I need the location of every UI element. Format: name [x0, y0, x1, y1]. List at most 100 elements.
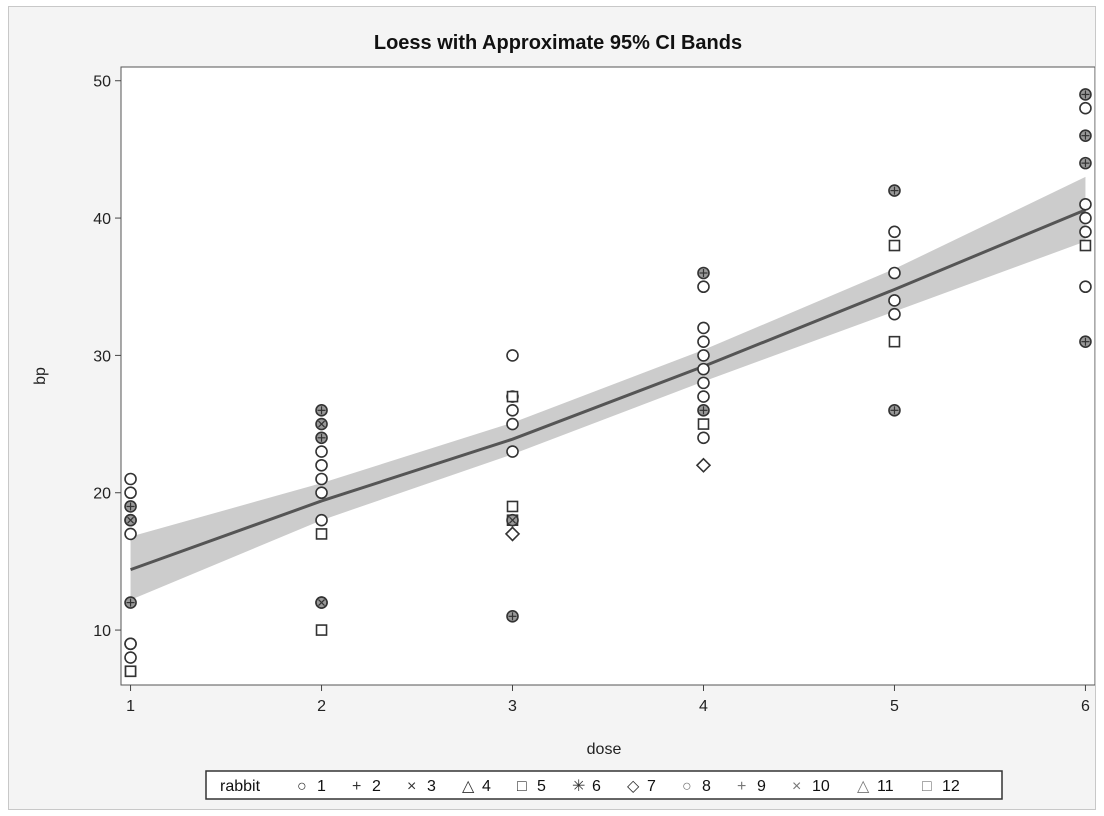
y-tick-label: 40: [93, 211, 111, 228]
data-point: [315, 528, 328, 540]
data-point: [697, 431, 710, 445]
loess-line-layer: [130, 208, 1087, 572]
legend-box: [205, 770, 1003, 800]
data-point: [1079, 225, 1092, 239]
legend-label: 10: [812, 778, 830, 795]
data-point: [124, 651, 137, 664]
data-point: [315, 445, 328, 458]
legend-entry: × 10: [792, 778, 830, 795]
legend-glyph: ×: [407, 778, 416, 795]
legend-label: 4: [482, 778, 491, 795]
legend-label: 6: [592, 778, 601, 795]
data-point: [124, 596, 137, 609]
legend-entry: +9: [737, 778, 766, 795]
data-point: [697, 349, 710, 362]
data-point: [506, 500, 519, 513]
data-point: [1079, 335, 1092, 348]
data-point: [506, 390, 519, 403]
data-point: [697, 280, 710, 294]
data-point: [315, 431, 328, 445]
data-point: [695, 457, 712, 473]
data-point: [315, 486, 328, 500]
data-point: [1079, 156, 1092, 170]
data-point: [888, 239, 901, 252]
legend-label: 2: [372, 778, 381, 795]
y-axis: 10 20 30 40 50: [93, 74, 121, 640]
legend-entry: ○ 8: [682, 778, 711, 795]
data-point: [504, 526, 521, 542]
data-point: [697, 418, 710, 430]
legend-entry: □ 5: [517, 778, 546, 795]
data-point: [888, 184, 901, 197]
legend-entry: △ 11: [857, 778, 894, 795]
legend-label: 9: [757, 778, 766, 795]
data-point: [888, 294, 901, 307]
data-point: [315, 458, 328, 472]
legend-label: 5: [537, 778, 546, 795]
x-tick-label: 3: [508, 698, 517, 715]
legend-label: 11: [877, 778, 894, 795]
legend-entry: +2: [352, 778, 381, 795]
y-tick-label: 30: [93, 348, 111, 365]
x-axis: 1 2 3 4 5 6: [126, 685, 1090, 715]
y-axis-label: bp: [32, 367, 49, 385]
legend-label: 1: [317, 778, 326, 795]
y-tick-label: 50: [93, 74, 111, 91]
legend-glyph: □: [517, 778, 527, 795]
chart-frame: Loess with Approximate 95% CI Bands 10 20…: [8, 6, 1096, 810]
data-point: [1079, 198, 1092, 211]
data-point: [315, 624, 328, 636]
loess-line: [130, 208, 1087, 572]
y-tick-label: 20: [93, 486, 111, 503]
legend-entries: ○ 1 +2 × 3 △ 4 □ 5 ✳ 6 ◇ 7 ○ 8 +9 × 10 △ 11 □ 12: [297, 778, 960, 795]
data-point: [315, 513, 328, 527]
x-tick-label: 4: [699, 698, 708, 715]
scatter-points-layer: [124, 88, 1092, 678]
y-tick-label: 10: [93, 623, 111, 640]
plot-area: [120, 66, 1096, 686]
x-tick-label: 6: [1081, 698, 1090, 715]
data-point: [1079, 239, 1092, 252]
data-point: [888, 225, 901, 239]
data-point: [124, 500, 137, 513]
data-point: [1079, 211, 1092, 225]
data-point: [697, 335, 710, 348]
data-point: [506, 349, 519, 362]
ci-band-layer: [130, 176, 1086, 600]
data-point: [124, 513, 137, 527]
legend-entry: ◇ 7: [627, 778, 656, 795]
legend-glyph: +: [352, 778, 361, 795]
data-point: [697, 404, 710, 417]
x-tick-label: 5: [890, 698, 899, 715]
ci-band: [130, 176, 1086, 600]
data-point: [124, 472, 137, 486]
legend-glyph: +: [737, 778, 746, 795]
data-point: [1079, 280, 1092, 294]
legend-glyph: ×: [792, 778, 801, 795]
legend-glyph: □: [922, 778, 932, 795]
x-tick-label: 2: [317, 698, 326, 715]
data-point: [506, 417, 519, 431]
legend-glyph: ○: [297, 778, 307, 795]
data-point: [888, 404, 901, 417]
legend-glyph: ○: [682, 778, 692, 795]
chart-title: Loess with Approximate 95% CI Bands: [374, 32, 742, 54]
data-point: [315, 404, 328, 417]
data-point: [315, 472, 328, 486]
data-point: [315, 596, 328, 609]
data-point: [697, 321, 710, 335]
legend-label: 12: [942, 778, 960, 795]
legend: rabbit ○ 1 +2 × 3 △ 4 □ 5 ✳ 6 ◇ 7 ○ 8 +9 × 10 △ 11 □ 12: [205, 770, 1003, 800]
legend-glyph: △: [857, 778, 870, 795]
x-axis-label: dose: [587, 741, 622, 758]
loess-chart: Loess with Approximate 95% CI Bands 10 20…: [32, 32, 1096, 800]
x-tick-label: 1: [126, 698, 135, 715]
legend-glyph: △: [462, 778, 475, 795]
data-point: [315, 417, 328, 431]
data-point: [888, 335, 901, 348]
data-point: [1079, 129, 1092, 142]
legend-entry: × 3: [407, 778, 436, 795]
legend-label: 8: [702, 778, 711, 795]
data-point: [888, 266, 901, 280]
legend-label: 7: [647, 778, 656, 795]
